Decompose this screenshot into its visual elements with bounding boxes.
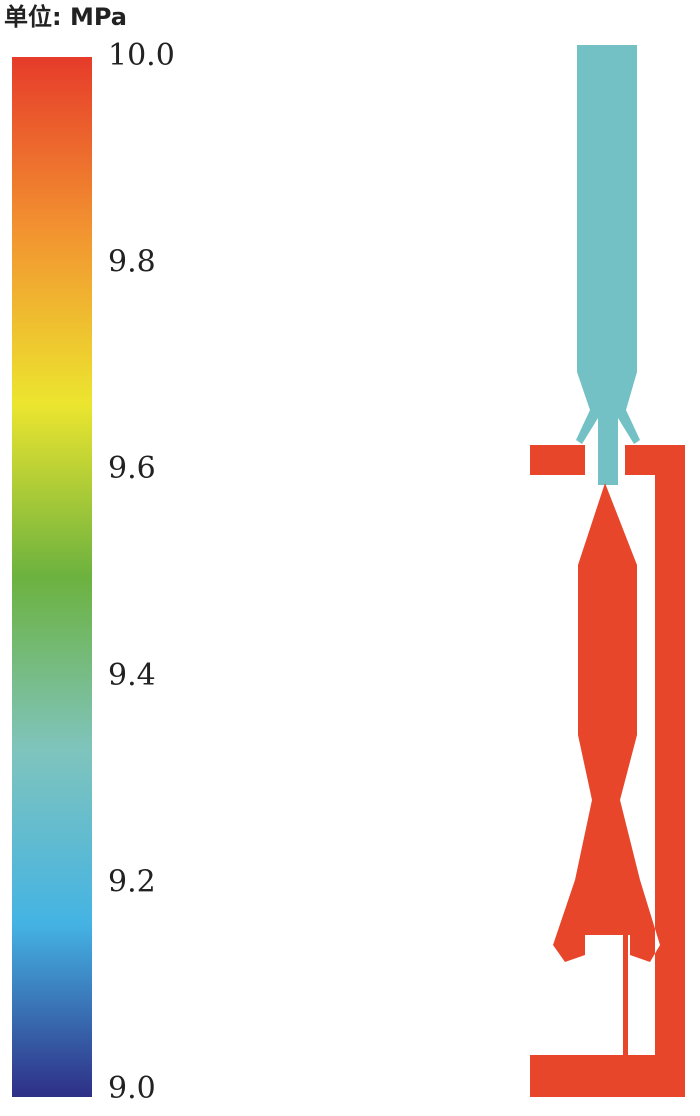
- colorbar: [12, 57, 92, 1097]
- pressure-region: [576, 45, 640, 485]
- colorbar-tick-label: 9.6: [108, 451, 156, 486]
- colorbar-tick-label: 9.8: [108, 245, 156, 280]
- colorbar-title: 单位: MPa: [4, 3, 127, 31]
- colorbar-tick-label: 9.0: [108, 1071, 156, 1106]
- colorbar-tick-label: 9.2: [108, 864, 156, 899]
- colorbar-tick-label: 10.0: [108, 38, 175, 73]
- pressure-region: [530, 445, 585, 475]
- colorbar-tick-label: 9.4: [108, 658, 156, 693]
- pressure-region: [530, 445, 685, 1097]
